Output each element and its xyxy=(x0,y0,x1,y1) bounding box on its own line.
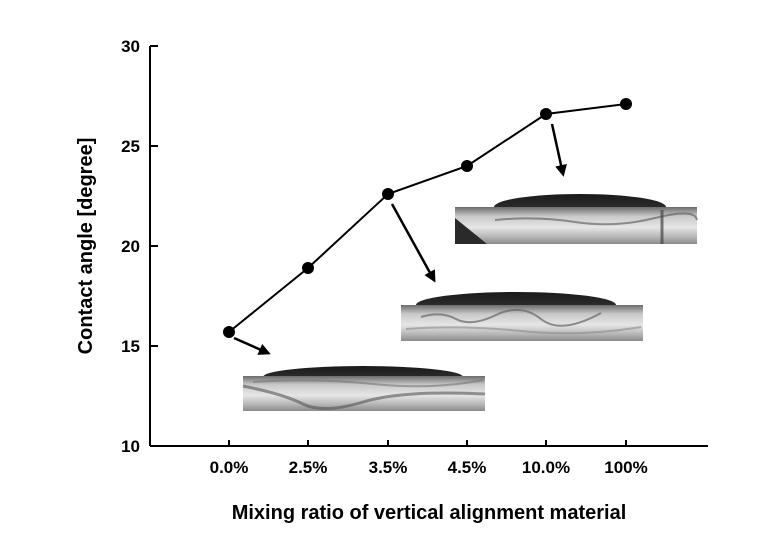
x-axis-title: Mixing ratio of vertical alignment mater… xyxy=(232,502,627,524)
x-tick-label: 4.5% xyxy=(448,458,487,477)
y-tick-label: 15 xyxy=(121,337,140,356)
inset-micrograph-1 xyxy=(401,292,643,341)
arrow-to-inset-1 xyxy=(390,203,436,283)
substrate-band xyxy=(455,207,697,244)
data-point-2.5% xyxy=(302,262,314,274)
y-tick-label: 25 xyxy=(121,137,140,156)
y-ticks: 10 15 20 25 30 xyxy=(121,37,158,456)
x-tick-label: 2.5% xyxy=(289,458,328,477)
x-tick-label: 10.0% xyxy=(522,458,570,477)
y-tick-label: 10 xyxy=(121,437,140,456)
x-ticks: 0.0% 2.5% 3.5% 4.5% 10.0% 100% xyxy=(210,440,648,477)
arrow-to-inset-0 xyxy=(233,336,271,355)
y-axis-title: Contact angle [degree] xyxy=(75,138,97,355)
data-points xyxy=(223,98,632,338)
data-point-0.0% xyxy=(223,326,235,338)
y-tick-label: 20 xyxy=(121,237,140,256)
inset-micrograph-0 xyxy=(242,366,486,411)
data-point-10.0% xyxy=(540,108,552,120)
data-point-100% xyxy=(620,98,632,110)
data-point-4.5% xyxy=(461,160,473,172)
x-tick-label: 100% xyxy=(604,458,647,477)
arrow-to-inset-2 xyxy=(550,123,567,177)
series-line xyxy=(228,103,627,333)
inset-micrograph-2 xyxy=(455,194,698,244)
x-tick-label: 3.5% xyxy=(369,458,408,477)
inset-arrows xyxy=(233,123,567,355)
data-point-3.5% xyxy=(382,188,394,200)
y-tick-label: 30 xyxy=(121,37,140,56)
x-tick-label: 0.0% xyxy=(210,458,249,477)
